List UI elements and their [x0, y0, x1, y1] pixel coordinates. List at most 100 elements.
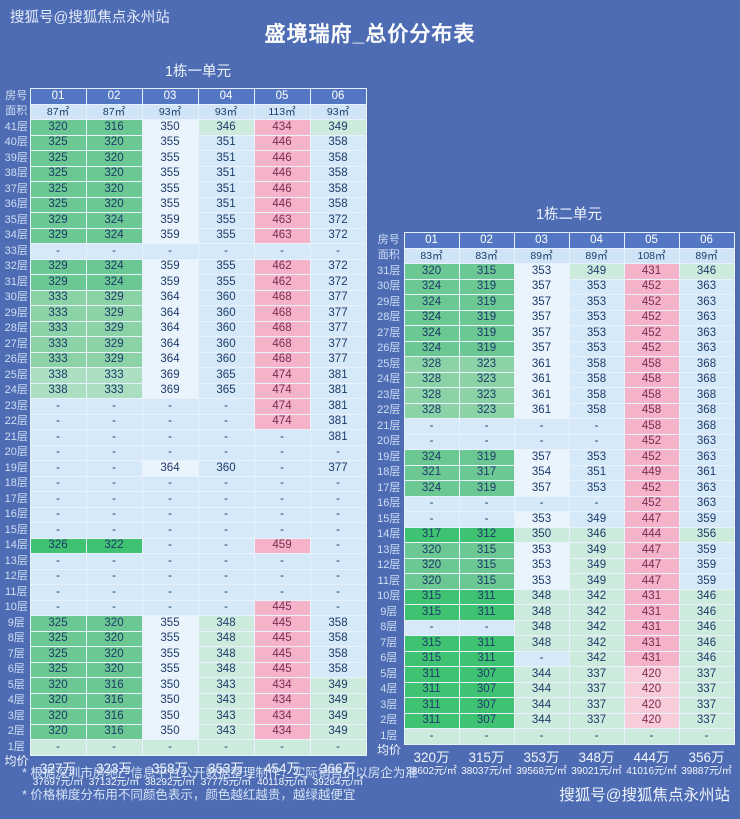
price-cell: 474: [253, 367, 311, 384]
price-cell: 420: [623, 697, 680, 714]
price-cell: 358: [309, 165, 367, 182]
price-cell: -: [253, 491, 311, 508]
avg-cell: 358万 38292元/㎡: [142, 755, 198, 799]
floor-label: 30层: [377, 280, 401, 293]
price-cell: 324: [403, 278, 460, 295]
price-cell: -: [197, 398, 255, 415]
price-cell: 353: [568, 294, 625, 311]
price-cell: 360: [197, 289, 255, 306]
price-cell: 319: [458, 480, 515, 497]
price-cell: 357: [513, 309, 570, 326]
page-title: 盛境瑞府_总价分布表: [264, 23, 476, 46]
avg-unit-price: 40118元/㎡: [257, 777, 307, 788]
price-cell: -: [85, 584, 143, 601]
price-cell: 381: [309, 367, 367, 384]
price-cell: 353: [513, 573, 570, 590]
price-cell: 360: [197, 305, 255, 322]
price-cell: 316: [85, 119, 143, 136]
price-cell: -: [197, 491, 255, 508]
room-header: 03: [513, 232, 570, 249]
floor-label: 12层: [4, 570, 28, 583]
price-cell: 359: [678, 511, 735, 528]
price-cell: 351: [197, 134, 255, 151]
price-cell: 350: [141, 723, 199, 740]
price-cell: 355: [141, 661, 199, 678]
price-cell: 315: [458, 542, 515, 559]
floor-label: 11层: [377, 574, 400, 587]
price-cell: 474: [253, 413, 311, 430]
price-cell: 420: [623, 681, 680, 698]
price-cell: 329: [85, 289, 143, 306]
price-cell: 351: [197, 150, 255, 167]
avg-unit-price: 38037元/㎡: [461, 766, 512, 777]
price-cell: -: [253, 584, 311, 601]
price-cell: 320: [403, 557, 460, 574]
avg-cell: 356万 39887元/㎡: [679, 744, 734, 788]
price-cell: 452: [623, 433, 680, 450]
price-cell: 324: [85, 227, 143, 244]
room-header: 02: [458, 232, 515, 249]
price-cell: 348: [513, 588, 570, 605]
price-cell: -: [29, 491, 87, 508]
price-cell: 350: [141, 119, 199, 136]
price-cell: 319: [458, 309, 515, 326]
price-cell: 363: [678, 495, 735, 512]
floor-label: 8层: [7, 632, 25, 645]
price-cell: -: [253, 739, 311, 756]
price-cell: 358: [309, 150, 367, 167]
price-cell: 337: [678, 681, 735, 698]
unit-table-1: 房号 01 02 03 04 05 06 面积 87㎡ 87㎡ 93㎡ 93㎡ 113㎡ 93㎡ 41层 32…: [3, 88, 367, 799]
price-cell: 360: [197, 351, 255, 368]
price-cell: 348: [197, 661, 255, 678]
price-cell: 320: [85, 615, 143, 632]
room-header: 06: [309, 88, 367, 105]
floor-label: 27层: [4, 337, 28, 350]
price-cell: 337: [568, 697, 625, 714]
price-cell: 349: [309, 708, 367, 725]
price-cell: 349: [568, 263, 625, 280]
floor-label: 26层: [4, 353, 28, 366]
price-cell: 358: [568, 356, 625, 373]
unit1-title: 1栋一单元: [164, 64, 232, 80]
floor-label: 16层: [377, 497, 401, 510]
floor-label: 1层: [380, 729, 398, 742]
price-cell: 325: [29, 181, 87, 198]
avg-cell: 353万 37775元/㎡: [198, 755, 254, 799]
price-cell: -: [29, 475, 87, 492]
price-cell: 452: [623, 495, 680, 512]
price-cell: 361: [513, 371, 570, 388]
price-cell: 358: [568, 371, 625, 388]
room-header: 05: [253, 88, 311, 105]
price-cell: -: [309, 491, 367, 508]
price-cell: -: [458, 619, 515, 636]
price-cell: -: [403, 619, 460, 636]
price-cell: 315: [403, 604, 460, 621]
price-cell: 361: [678, 464, 735, 481]
floor-label: 34层: [4, 229, 28, 242]
price-cell: -: [458, 511, 515, 528]
price-cell: 363: [678, 278, 735, 295]
floor-label: 17层: [377, 481, 401, 494]
avg-total: 353万: [207, 760, 245, 776]
room-header: 02: [85, 88, 143, 105]
price-cell: 320: [85, 661, 143, 678]
floor-label: 26层: [377, 342, 401, 355]
floor-label: 13层: [377, 543, 401, 556]
avg-unit-price: 37697元/㎡: [32, 777, 84, 788]
floor-label: 20层: [377, 435, 401, 448]
floor-label: 19层: [4, 461, 28, 474]
price-cell: -: [141, 522, 199, 539]
price-cell: 344: [513, 681, 570, 698]
price-cell: 338: [29, 382, 87, 399]
price-cell: 363: [678, 480, 735, 497]
price-cell: -: [141, 739, 199, 756]
area-cell: 108㎡: [623, 247, 680, 264]
price-cell: 346: [678, 635, 735, 652]
price-cell: 468: [253, 305, 311, 322]
price-cell: 360: [197, 320, 255, 337]
price-cell: 377: [309, 289, 367, 306]
price-cell: 360: [197, 460, 255, 477]
price-cell: 353: [513, 511, 570, 528]
price-cell: 329: [29, 212, 87, 229]
price-cell: 353: [513, 557, 570, 574]
